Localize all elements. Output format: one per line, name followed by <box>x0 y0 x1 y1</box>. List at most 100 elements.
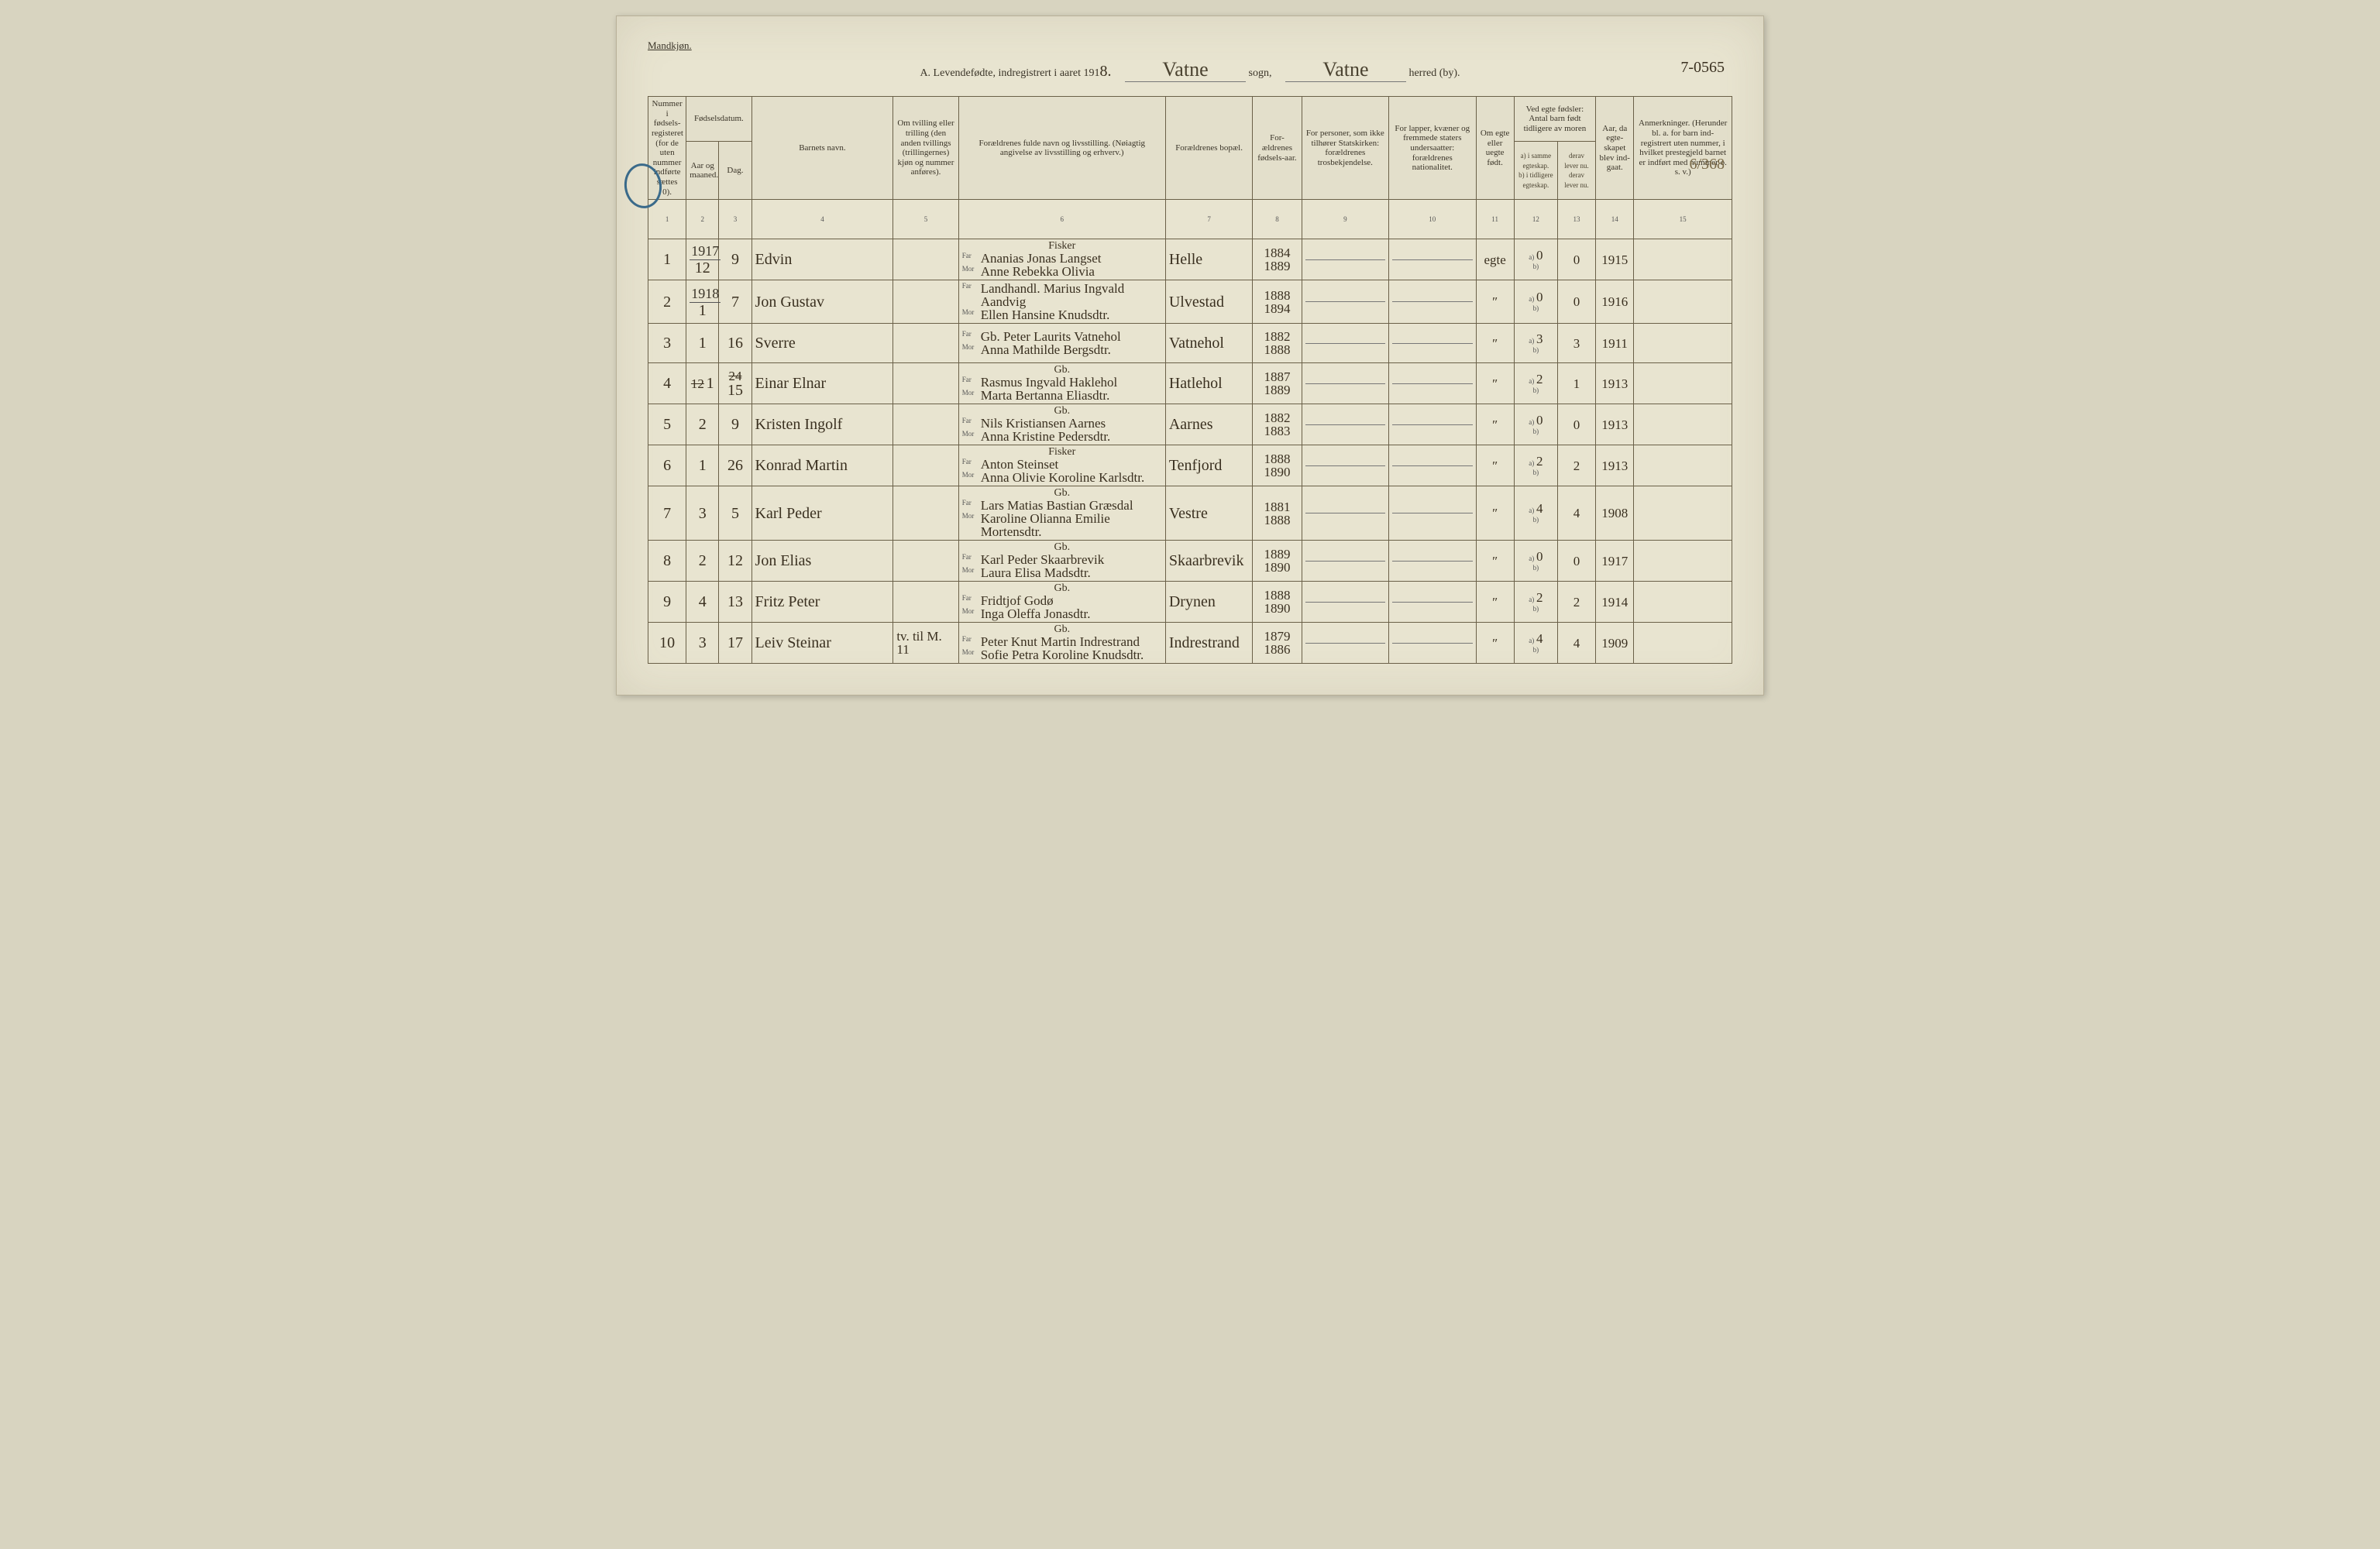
table-row: 3116SverreFarGb. Peter Laurits VatneholM… <box>648 324 1732 363</box>
children-a: 2 <box>1536 372 1543 386</box>
mother-name: Sofie Petra Koroline Knudsdtr. <box>981 648 1162 661</box>
residence: Helle <box>1169 251 1202 268</box>
far-label: Far <box>962 252 979 259</box>
child-name: Fritz Peter <box>755 593 820 610</box>
marriage-year: 1917 <box>1601 554 1628 568</box>
mother-name: Anna Mathilde Bergsdtr. <box>981 343 1162 356</box>
month: 12 <box>695 259 710 276</box>
mother-name: Inga Oleffa Jonasdtr. <box>981 607 1162 620</box>
entry-number: 3 <box>663 335 671 352</box>
table-row: 10317Leiv Steinartv. til M. 11Gb.FarPete… <box>648 623 1732 664</box>
day: 12 <box>727 552 743 569</box>
far-label: Far <box>962 458 979 465</box>
entry-number: 6 <box>663 457 671 474</box>
twin-note: tv. til M. 11 <box>896 629 941 657</box>
entry-number: 4 <box>663 375 671 392</box>
mother-birth-year: 1889 <box>1264 259 1290 273</box>
child-name: Karl Peder <box>755 505 822 522</box>
mother-name: Anna Kristine Pedersdtr. <box>981 430 1162 443</box>
marriage-year: 1911 <box>1602 336 1628 351</box>
occupation: Gb. <box>962 583 1162 594</box>
day: 15 <box>727 382 743 399</box>
children-alive: 0 <box>1573 294 1580 309</box>
table-row: 2191817Jon GustavFarLandhandl. Marius In… <box>648 280 1732 324</box>
children-alive: 2 <box>1573 595 1580 610</box>
col-header: Barnets navn. <box>751 97 893 200</box>
mor-label: Mor <box>962 389 979 397</box>
month: 1 <box>699 335 707 352</box>
month: 1 <box>707 375 714 392</box>
father-name: Peter Knut Martin Indrestrand <box>981 635 1162 648</box>
table-row: 6126Konrad MartinFiskerFarAnton Steinset… <box>648 445 1732 486</box>
children-alive: 0 <box>1573 554 1580 568</box>
mor-label: Mor <box>962 265 979 273</box>
far-label: Far <box>962 553 979 561</box>
occupation: Gb. <box>962 365 1162 376</box>
col-header: Forældrenes bopæl. <box>1165 97 1252 200</box>
father-name: Ananias Jonas Langset <box>981 252 1162 265</box>
mor-label: Mor <box>962 343 979 351</box>
register-page: 7-0565 6/368 Mandkjøn. A. Levendefødte, … <box>616 15 1764 696</box>
month: 3 <box>699 505 707 522</box>
entry-number: 1 <box>663 251 671 268</box>
child-name: Konrad Martin <box>755 457 848 474</box>
col-header: Dag. <box>719 142 751 200</box>
child-name: Jon Elias <box>755 552 812 569</box>
legitimacy: ″ <box>1492 506 1498 520</box>
gender-label: Mandkjøn. <box>648 39 1732 52</box>
day: 16 <box>727 335 743 352</box>
month: 3 <box>699 634 707 651</box>
children-alive: 2 <box>1573 459 1580 473</box>
col-header: Aar, da egte-skapet blev ind-gaat. <box>1596 97 1634 200</box>
table-row: 9413Fritz PeterGb.FarFridtjof GodøMorIng… <box>648 582 1732 623</box>
col-header: a) i samme egteskap. b) i tidligere egte… <box>1514 142 1557 200</box>
side-annotation: 6/368 <box>1689 156 1725 173</box>
col-header: Om egte eller uegte født. <box>1476 97 1514 200</box>
children-a: 0 <box>1536 290 1543 304</box>
occupation: Gb. <box>962 488 1162 499</box>
children-a: 0 <box>1536 248 1543 263</box>
table-row: 735Karl PederGb.FarLars Matias Bastian G… <box>648 486 1732 541</box>
col-header: Fødselsdatum. <box>686 97 751 142</box>
day: 9 <box>731 416 739 433</box>
col-header: Om tvilling eller trilling (den anden tv… <box>893 97 958 200</box>
far-label: Far <box>962 594 979 602</box>
occupation: Gb. <box>962 624 1162 635</box>
day: 13 <box>727 593 743 610</box>
children-alive: 1 <box>1573 376 1580 391</box>
marriage-year: 1909 <box>1601 636 1628 651</box>
residence: Drynen <box>1169 593 1216 610</box>
month: 1 <box>699 457 707 474</box>
year: 1917 <box>690 243 721 260</box>
table-header: Nummer i fødsels-registeret (for de uten… <box>648 97 1732 239</box>
mother-birth-year: 1890 <box>1264 601 1290 616</box>
children-alive: 4 <box>1573 506 1580 520</box>
mother-birth-year: 1889 <box>1264 383 1290 397</box>
mother-name: Anne Rebekka Olivia <box>981 265 1162 278</box>
residence: Tenfjord <box>1169 457 1223 474</box>
col-header: Anmerkninger. (Herunder bl. a. for barn … <box>1634 97 1732 200</box>
father-name: Gb. Peter Laurits Vatnehol <box>981 330 1162 343</box>
far-label: Far <box>962 376 979 383</box>
marriage-year: 1915 <box>1601 252 1628 267</box>
month: 4 <box>699 593 707 610</box>
month: 2 <box>699 552 707 569</box>
title-prefix: A. Levendefødte, indregistrert i aaret 1… <box>920 67 1099 79</box>
table-row: 412 12415Einar ElnarGb.FarRasmus Ingvald… <box>648 363 1732 404</box>
legitimacy: ″ <box>1492 459 1498 473</box>
page-title: A. Levendefødte, indregistrert i aaret 1… <box>648 58 1732 82</box>
legitimacy: ″ <box>1492 294 1498 309</box>
children-alive: 0 <box>1573 252 1580 267</box>
entry-number: 9 <box>663 593 671 610</box>
father-name: Nils Kristiansen Aarnes <box>981 417 1162 430</box>
mor-label: Mor <box>962 566 979 574</box>
child-name: Kristen Ingolf <box>755 416 843 433</box>
table-row: 529Kristen IngolfGb.FarNils Kristiansen … <box>648 404 1732 445</box>
marriage-year: 1916 <box>1601 294 1628 309</box>
col-header: derav lever nu. derav lever nu. <box>1557 142 1595 200</box>
residence: Aarnes <box>1169 416 1213 433</box>
month: 2 <box>699 416 707 433</box>
occupation: Fisker <box>962 241 1162 252</box>
mother-name: Anna Olivie Koroline Karlsdtr. <box>981 471 1162 484</box>
children-a: 3 <box>1536 331 1543 346</box>
